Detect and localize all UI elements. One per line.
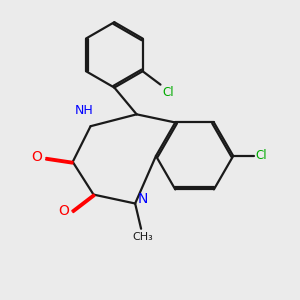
Text: O: O (58, 204, 69, 218)
Text: Cl: Cl (256, 149, 267, 162)
Text: NH: NH (75, 104, 94, 117)
Text: O: O (31, 150, 42, 164)
Text: N: N (138, 192, 148, 206)
Text: CH₃: CH₃ (132, 232, 153, 242)
Text: Cl: Cl (162, 86, 174, 99)
